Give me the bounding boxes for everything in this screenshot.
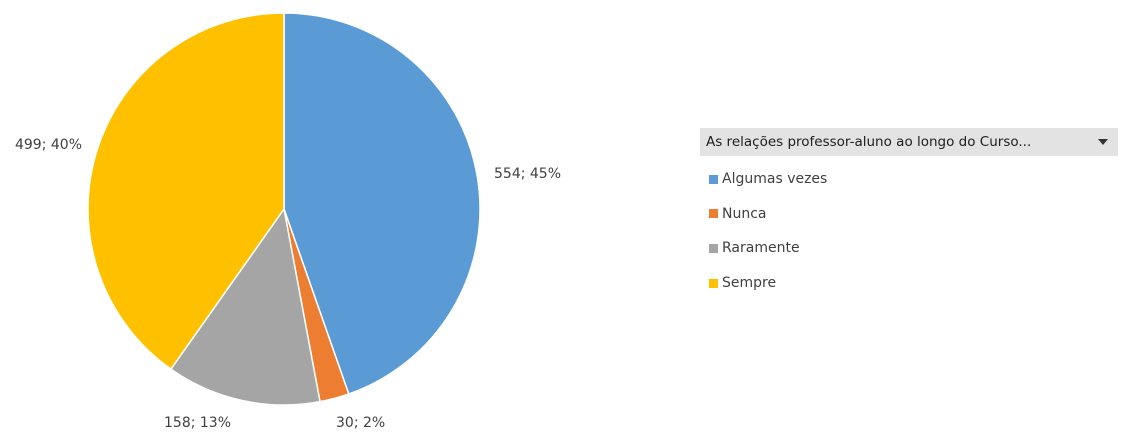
data-label-sempre: 499; 40% bbox=[15, 137, 82, 153]
legend: Algumas vezes Nunca Raramente Sempre bbox=[709, 162, 827, 300]
legend-title: As relações professor-aluno ao longo do … bbox=[706, 134, 1032, 150]
legend-filter-dropdown[interactable]: As relações professor-aluno ao longo do … bbox=[700, 128, 1118, 156]
pie-slices bbox=[87, 12, 481, 406]
legend-swatch bbox=[709, 209, 718, 219]
legend-label: Algumas vezes bbox=[722, 171, 828, 188]
pie-slice-sempre bbox=[87, 12, 285, 371]
pie-slice-raramente bbox=[169, 207, 321, 406]
data-label-raramente: 158; 13% bbox=[164, 415, 231, 431]
legend-label: Raramente bbox=[722, 240, 800, 257]
legend-swatch bbox=[709, 243, 718, 253]
legend-item-raramente: Raramente bbox=[709, 231, 827, 266]
data-label-algumas-vezes: 554; 45% bbox=[494, 166, 561, 182]
legend-swatch bbox=[709, 278, 718, 288]
legend-item-sempre: Sempre bbox=[709, 266, 827, 301]
legend-label: Nunca bbox=[722, 205, 767, 222]
legend-label: Sempre bbox=[722, 275, 777, 292]
data-labels: 554; 45% 30; 2% 158; 13% 499; 40% bbox=[15, 137, 561, 431]
dropdown-arrow-icon[interactable] bbox=[1098, 139, 1108, 145]
legend-item-algumas-vezes: Algumas vezes bbox=[709, 162, 827, 197]
pie-slice-algumas-vezes bbox=[283, 12, 481, 395]
legend-swatch bbox=[709, 174, 718, 184]
legend-item-nunca: Nunca bbox=[709, 197, 827, 232]
data-label-nunca: 30; 2% bbox=[336, 415, 385, 431]
